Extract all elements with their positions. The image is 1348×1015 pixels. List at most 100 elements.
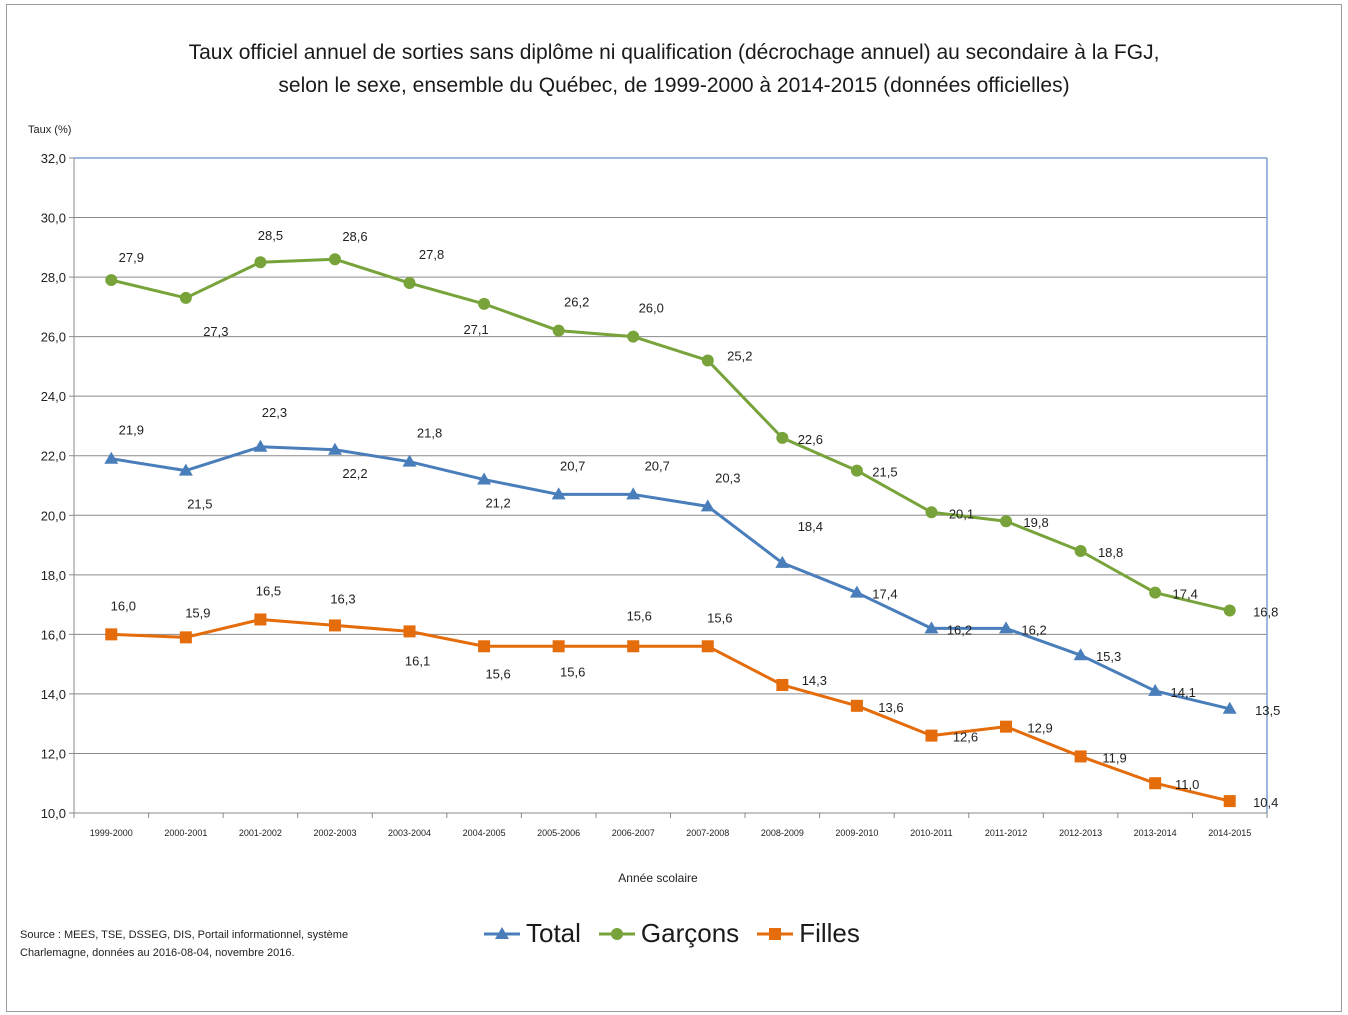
y-tick-label: 22,0 (41, 449, 66, 464)
data-point (1074, 750, 1087, 763)
x-tick-label: 2004-2005 (463, 828, 506, 838)
data-point (328, 619, 341, 632)
data-label: 13,6 (878, 700, 903, 715)
y-tick-label: 20,0 (41, 508, 66, 523)
data-point (254, 613, 267, 626)
chart-frame (6, 4, 1342, 1012)
data-label: 16,2 (1021, 622, 1046, 637)
data-point (253, 439, 268, 452)
data-point (551, 487, 566, 500)
data-label: 26,0 (639, 301, 664, 316)
data-point (1149, 777, 1162, 790)
data-point (179, 291, 192, 304)
x-tick-label: 2008-2009 (761, 828, 804, 838)
data-label: 20,3 (715, 470, 740, 485)
data-label: 28,5 (258, 228, 283, 243)
data-label: 27,1 (463, 322, 488, 337)
legend-item-garcons: Garçons (597, 918, 739, 949)
source-line-1: Source : MEES, TSE, DSSEG, DIS, Portail … (20, 929, 349, 941)
data-label: 15,6 (707, 610, 732, 625)
data-label: 17,4 (1173, 587, 1198, 602)
data-label: 16,8 (1253, 605, 1278, 620)
data-label: 20,7 (560, 458, 585, 473)
series-line-filles (111, 617, 1231, 803)
data-point (1000, 720, 1013, 733)
data-point (701, 354, 714, 367)
data-label: 27,8 (419, 247, 444, 262)
data-label: 22,3 (262, 405, 287, 420)
x-tick-label: 2014-2015 (1208, 828, 1251, 838)
legend-label-garcons: Garçons (640, 918, 740, 948)
data-point (477, 472, 492, 485)
source-line-2: Charlemagne, données au 2016-08-04, nove… (20, 947, 295, 959)
x-tick-label: 2007-2008 (686, 828, 729, 838)
legend-marker-total (484, 926, 520, 939)
data-point (925, 729, 938, 742)
source-note: Source : MEES, TSE, DSSEG, DIS, Portail … (20, 926, 460, 962)
legend-label-filles: Filles (799, 918, 860, 948)
series-line-garons (110, 257, 1231, 613)
data-point (1148, 683, 1163, 696)
axes (69, 157, 1268, 818)
data-point (776, 678, 789, 691)
data-label: 19,8 (1023, 515, 1048, 530)
y-tick-label: 26,0 (41, 330, 66, 345)
legend: Total Garçons Filles (482, 918, 876, 949)
legend-marker-filles (757, 927, 794, 940)
data-point (1222, 701, 1237, 714)
x-tick-label: 2011-2012 (985, 828, 1027, 838)
data-label: 11,0 (1175, 777, 1199, 792)
data-label: 10,4 (1253, 795, 1278, 810)
data-point (327, 442, 342, 455)
x-tick-label: 2013-2014 (1134, 828, 1177, 838)
data-point (552, 640, 565, 653)
data-label: 11,9 (1102, 750, 1126, 765)
x-tick-label: 2003-2004 (388, 828, 431, 838)
data-label: 15,3 (1096, 649, 1121, 664)
data-label: 15,6 (627, 608, 652, 623)
chart-title-line-1: Taux officiel annuel de sorties sans dip… (188, 41, 1160, 64)
data-label: 12,6 (953, 730, 978, 745)
data-label: 21,2 (485, 496, 510, 511)
data-label: 12,9 (1027, 721, 1052, 736)
y-tick-label: 12,0 (41, 746, 66, 761)
data-label: 14,1 (1171, 685, 1196, 700)
data-point (924, 621, 939, 634)
data-label: 15,9 (185, 605, 210, 620)
data-label: 15,6 (485, 666, 510, 681)
y-tick-label: 16,0 (41, 627, 66, 642)
x-tick-label: 2001-2002 (239, 828, 282, 838)
data-label: 14,3 (802, 673, 827, 688)
data-label: 17,4 (872, 587, 897, 602)
data-point (627, 330, 640, 343)
data-point (478, 297, 491, 310)
y-tick-label: 32,0 (41, 151, 66, 166)
data-label: 22,2 (342, 466, 367, 481)
data-label: 25,2 (727, 348, 752, 363)
legend-item-total: Total (482, 918, 581, 949)
data-point (700, 499, 715, 512)
data-label: 21,8 (417, 426, 442, 441)
data-label: 27,9 (119, 250, 144, 265)
legend-label-total: Total (526, 918, 581, 948)
data-point (1000, 515, 1013, 528)
data-point (552, 324, 565, 337)
data-point (1149, 586, 1162, 599)
y-tick-labels: 10,0 12,0 14,0 16,0 18,0 20,0 22,0 24,0 26,0 28,0… (41, 151, 66, 821)
data-point (626, 487, 641, 500)
chart-title-line-2: selon le sexe, ensemble du Québec, de 19… (278, 74, 1070, 97)
data-point (403, 277, 416, 290)
x-tick-label: 2002-2003 (313, 828, 356, 838)
data-point (776, 431, 789, 444)
data-label: 13,5 (1255, 703, 1280, 718)
data-point (1223, 604, 1236, 617)
data-label: 16,0 (111, 598, 136, 613)
y-tick-label: 30,0 (41, 211, 66, 226)
data-label: 22,6 (798, 432, 823, 447)
data-label: 16,1 (405, 653, 430, 668)
data-point (701, 640, 714, 653)
data-point (627, 640, 640, 653)
data-point (254, 256, 267, 269)
data-label: 20,1 (949, 506, 974, 521)
series-lines (104, 253, 1237, 808)
